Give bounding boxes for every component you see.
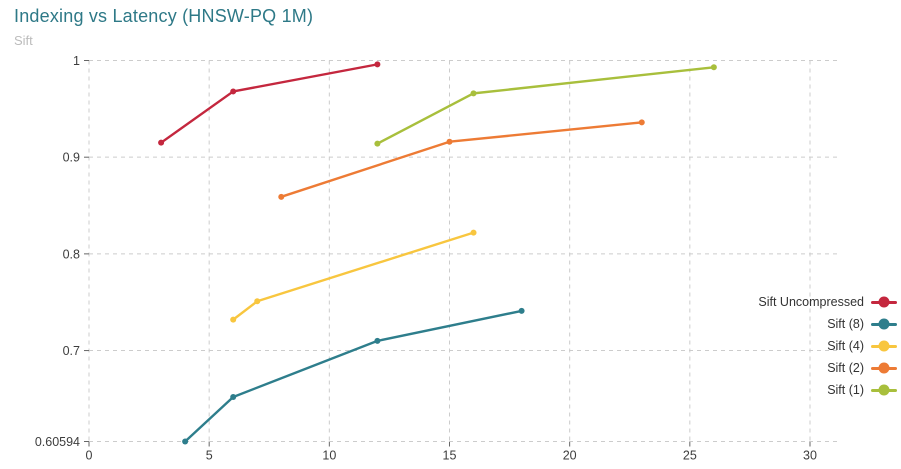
x-tick-label: 20	[563, 449, 577, 463]
y-tick-label: 1	[73, 54, 80, 68]
x-tick-label: 25	[683, 449, 697, 463]
y-tick-label: 0.7	[63, 344, 80, 358]
legend-item-sift-uncompressed[interactable]: Sift Uncompressed	[758, 291, 897, 313]
y-tick-label: 0.8	[63, 247, 80, 261]
y-tick-label: 0.9	[63, 151, 80, 165]
x-tick-label: 0	[86, 449, 93, 463]
series-point-sift-2	[638, 119, 645, 126]
legend-dot-icon	[878, 296, 890, 308]
legend-marker-icon	[871, 384, 897, 396]
legend-item-sift-4[interactable]: Sift (4)	[758, 335, 897, 357]
series-point-sift-uncompressed	[158, 139, 165, 146]
legend-marker-icon	[871, 340, 897, 352]
series-point-sift-4	[254, 298, 261, 305]
legend-label: Sift (8)	[827, 317, 864, 331]
series-line-sift-4	[231, 231, 475, 321]
legend-item-sift-8[interactable]: Sift (8)	[758, 313, 897, 335]
legend-dot-icon	[878, 362, 890, 374]
chart-subtitle: Sift	[14, 33, 33, 48]
series-point-sift-1	[710, 64, 717, 71]
x-tick-label: 10	[322, 449, 336, 463]
series-point-sift-1	[374, 140, 381, 147]
legend-item-sift-2[interactable]: Sift (2)	[758, 357, 897, 379]
series-point-sift-2	[278, 193, 285, 200]
x-tick-label: 15	[443, 449, 457, 463]
legend-marker-icon	[871, 296, 897, 308]
legend-label: Sift (1)	[827, 383, 864, 397]
series-point-sift-uncompressed	[230, 88, 237, 95]
series-point-sift-8	[374, 337, 381, 344]
series-line-sift-2	[280, 121, 643, 199]
series-point-sift-1	[470, 90, 477, 97]
chart-legend: Sift Uncompressed Sift (8) Sift (4) Sift (2…	[758, 291, 897, 401]
series-point-sift-uncompressed	[374, 61, 381, 68]
legend-label: Sift (4)	[827, 339, 864, 353]
legend-dot-icon	[878, 384, 890, 396]
legend-label: Sift Uncompressed	[758, 295, 864, 309]
legend-marker-icon	[871, 362, 897, 374]
series-point-sift-4	[230, 316, 237, 323]
legend-dot-icon	[878, 340, 890, 352]
x-tick-label: 5	[206, 449, 213, 463]
chart-title: Indexing vs Latency (HNSW-PQ 1M)	[14, 6, 314, 26]
series-point-sift-8	[230, 393, 237, 400]
legend-dot-icon	[878, 318, 890, 330]
legend-marker-icon	[871, 318, 897, 330]
y-tick-label: 0.60594	[35, 435, 80, 449]
series-line-sift-8	[183, 309, 523, 443]
series-point-sift-4	[470, 229, 477, 236]
series-point-sift-8	[182, 438, 189, 445]
series-point-sift-8	[518, 307, 525, 314]
legend-item-sift-1[interactable]: Sift (1)	[758, 379, 897, 401]
x-tick-label: 30	[803, 449, 817, 463]
series-point-sift-2	[446, 138, 453, 145]
legend-label: Sift (2)	[827, 361, 864, 375]
series-line-sift-uncompressed	[159, 63, 379, 144]
